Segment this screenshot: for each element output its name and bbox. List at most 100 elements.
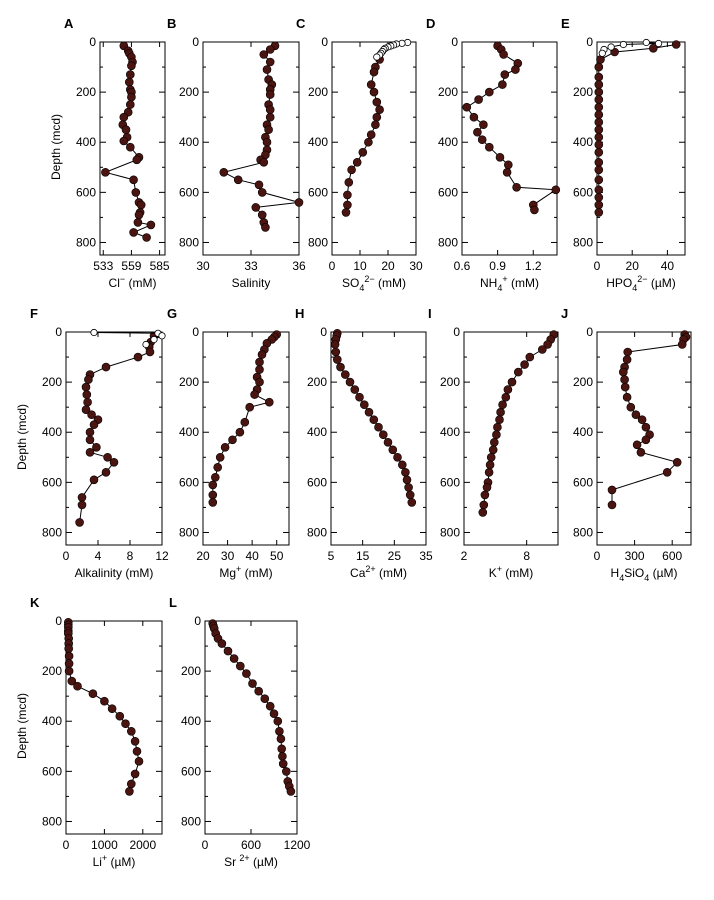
y-tick-label: 200 (573, 375, 593, 389)
x-axis-title: NH4+ (mM) (480, 274, 539, 293)
panel-cl: 0 200 400 600 800 533 559 585 A Cl− (mM) Depth (mc… (49, 16, 170, 290)
data-point-open (373, 53, 381, 61)
data-point (623, 347, 633, 357)
unit: (µM) (107, 855, 135, 869)
y-tick-label: 800 (573, 525, 593, 539)
x-tick-label: 1200 (284, 838, 311, 852)
data-point (131, 188, 141, 197)
undefined: Sr (224, 855, 239, 869)
unit: (mM) (241, 566, 272, 580)
x-tick-label: 1.2 (525, 259, 542, 273)
data-point (378, 430, 388, 440)
y-tick-label: 400 (308, 135, 328, 149)
x-tick-label: 533 (93, 259, 113, 273)
x-tick-label: 50 (270, 549, 284, 563)
superscript: 2− (364, 274, 374, 284)
data-point (594, 175, 604, 185)
data-point (75, 518, 84, 527)
data-point (220, 442, 230, 452)
data-point-open (607, 43, 615, 51)
y-axis-title: Depth (mcd) (15, 693, 29, 759)
plot-frame (331, 41, 417, 256)
undefined: HPO (606, 276, 632, 290)
y-tick-label: 200 (76, 85, 96, 99)
data-point (229, 654, 239, 663)
data-point (594, 87, 604, 97)
data-point (404, 483, 413, 492)
data-point (103, 452, 112, 462)
data-point (343, 200, 352, 210)
data-point (73, 681, 82, 691)
data-point (358, 148, 368, 157)
data-point (525, 352, 535, 362)
x-tick-label: 10 (353, 259, 367, 273)
data-point (127, 726, 136, 736)
y-tick-label: 600 (179, 475, 199, 489)
data-point (64, 666, 74, 676)
data-point (133, 218, 143, 227)
data-point (126, 70, 135, 79)
x-tick-label: 30 (409, 259, 423, 273)
data-point (359, 400, 369, 410)
y-tick-label: 800 (438, 235, 458, 249)
data-point (631, 410, 641, 420)
data-point (493, 422, 502, 432)
data-point (264, 125, 273, 134)
data-point (101, 362, 111, 372)
y-tick-label: 600 (181, 764, 201, 778)
data-point (132, 155, 142, 165)
data-point (594, 132, 604, 142)
data-point (129, 175, 138, 185)
y-tick-label: 400 (438, 135, 458, 149)
data-point (488, 445, 498, 455)
data-point (265, 57, 275, 67)
superscript: 2+ (239, 853, 249, 863)
data-point (121, 125, 131, 134)
y-tick-label: 0 (194, 614, 201, 628)
data-point (125, 787, 134, 796)
data-point (332, 355, 342, 364)
data-point (594, 200, 604, 210)
data-point (217, 639, 227, 648)
x-tick-label: 0 (202, 838, 209, 852)
data-point (265, 701, 275, 711)
panel-letter: I (428, 306, 432, 321)
data-point (641, 435, 651, 445)
data-point (213, 462, 222, 472)
undefined: SO (342, 276, 359, 290)
panel-letter: H (295, 306, 304, 321)
data-point (64, 659, 74, 668)
y-tick-label: 800 (42, 814, 62, 828)
data-point (236, 661, 245, 671)
data-point (594, 185, 604, 195)
plot-frame (461, 41, 558, 256)
data-point (85, 447, 95, 457)
panel-letter: A (64, 16, 74, 31)
x-tick-label: 40 (661, 259, 675, 273)
y-tick-label: 600 (307, 475, 327, 489)
data-point (223, 646, 233, 656)
data-point (336, 362, 345, 372)
y-tick-label: 800 (308, 235, 328, 249)
x-axis-title: SO42− (mM) (342, 274, 406, 293)
x-tick-label: 600 (662, 549, 682, 563)
subscript: 4 (644, 573, 649, 583)
data-point (641, 422, 651, 432)
data-point (537, 345, 547, 354)
series-line (67, 622, 140, 792)
x-tick-label: 20 (196, 549, 210, 563)
data-point (489, 437, 499, 447)
data-point (607, 500, 617, 510)
x-tick-label: 0 (63, 838, 70, 852)
data-point (121, 719, 130, 729)
data-point (233, 175, 243, 185)
data-point (607, 485, 617, 495)
data-point (636, 447, 646, 457)
data-point (278, 751, 287, 761)
data-point (331, 347, 341, 357)
data-point (265, 45, 275, 54)
data-point (498, 80, 507, 89)
